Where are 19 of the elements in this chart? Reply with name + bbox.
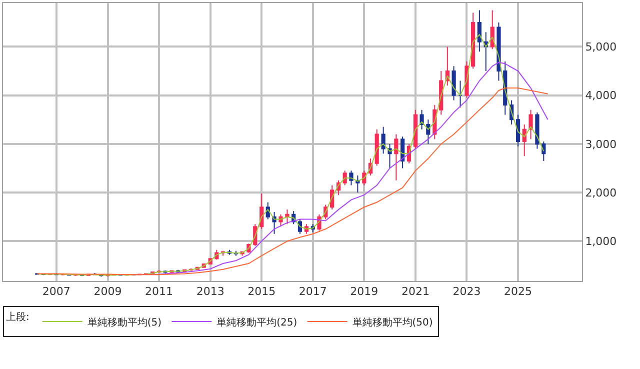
- y-tick-label: 4,000: [585, 89, 617, 102]
- legend-label: 単純移動平均(50): [352, 316, 433, 328]
- y-tick-label: 2,000: [585, 186, 617, 200]
- legend-label: 単純移動平均(25): [216, 316, 298, 328]
- x-tick-label: 2007: [42, 285, 70, 298]
- x-tick-label: 2009: [94, 285, 122, 298]
- y-tick-label: 1,000: [585, 235, 617, 248]
- y-tick-label: 5,000: [585, 40, 617, 54]
- x-tick-label: 2013: [196, 285, 224, 298]
- x-tick-label: 2015: [248, 285, 276, 298]
- x-tick-label: 2017: [298, 285, 327, 298]
- x-tick-label: 2011: [145, 285, 173, 298]
- x-tick-label: 2023: [452, 285, 481, 298]
- legend-label: 単純移動平均(5): [87, 316, 162, 328]
- legend-title: 上段:: [6, 311, 30, 324]
- x-tick-label: 2019: [350, 285, 378, 298]
- x-tick-label: 2021: [401, 285, 430, 298]
- x-tick-label: 2025: [504, 285, 532, 298]
- y-tick-label: 3,000: [585, 138, 617, 151]
